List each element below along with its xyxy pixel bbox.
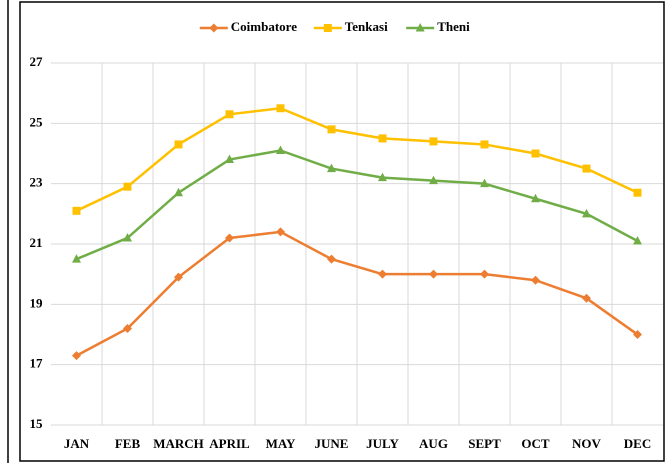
data-point	[72, 351, 81, 361]
data-point	[276, 227, 285, 237]
legend-label: Tenkasi	[345, 19, 388, 34]
x-tick-label: SEPT	[468, 436, 501, 451]
data-point	[123, 182, 132, 191]
data-point	[378, 269, 387, 279]
x-tick-label: JAN	[64, 436, 90, 451]
data-point	[174, 272, 183, 282]
y-tick-label: 25	[30, 114, 44, 129]
data-point	[327, 125, 336, 134]
data-point	[225, 233, 234, 243]
data-point	[480, 269, 489, 279]
data-point	[327, 254, 336, 264]
x-tick-label: NOV	[572, 436, 602, 451]
data-point	[429, 137, 438, 146]
data-point	[480, 178, 489, 188]
legend-marker	[209, 23, 219, 33]
legend-label: Theni	[437, 19, 470, 34]
data-point	[531, 193, 540, 203]
data-point	[429, 269, 438, 279]
legend-marker	[415, 23, 425, 32]
x-tick-label: AUG	[419, 436, 448, 451]
x-tick-label: FEB	[115, 436, 141, 451]
data-point	[225, 154, 234, 164]
series-line	[76, 149, 639, 261]
data-point	[276, 145, 285, 154]
x-tick-label: OCT	[521, 436, 550, 451]
data-point	[633, 235, 642, 245]
data-point	[174, 187, 183, 197]
y-tick-label: 17	[30, 356, 44, 371]
data-point	[72, 206, 81, 215]
legend-marker	[323, 24, 332, 32]
data-point	[378, 172, 387, 182]
x-tick-label: MARCH	[153, 436, 204, 451]
data-point	[378, 134, 387, 143]
data-point	[480, 140, 489, 149]
data-point	[429, 175, 438, 185]
data-point	[633, 188, 642, 197]
legend-label: Coimbatore	[231, 19, 297, 34]
x-tick-label: DEC	[624, 436, 651, 451]
data-point	[174, 140, 183, 149]
x-tick-label: JULY	[366, 436, 399, 451]
x-tick-label: MAY	[266, 436, 296, 451]
y-tick-label: 21	[30, 235, 43, 250]
data-point	[531, 149, 540, 158]
data-point	[123, 232, 132, 242]
y-tick-label: 27	[30, 54, 44, 69]
x-tick-label: JUNE	[315, 436, 349, 451]
y-tick-label: 19	[30, 295, 44, 310]
data-point	[327, 163, 336, 173]
data-point	[531, 275, 540, 285]
data-point	[582, 293, 591, 303]
data-point	[582, 164, 591, 173]
data-point	[276, 104, 285, 113]
data-point	[582, 208, 591, 218]
data-point	[633, 330, 642, 339]
x-tick-label: APRIL	[209, 436, 250, 451]
chart-border	[19, 1, 665, 462]
series-line	[75, 106, 639, 212]
y-tick-label: 23	[30, 175, 44, 190]
series-line	[75, 230, 639, 357]
data-point	[72, 254, 81, 263]
y-tick-label: 15	[30, 416, 44, 431]
data-point	[123, 323, 132, 333]
data-point	[225, 110, 234, 119]
